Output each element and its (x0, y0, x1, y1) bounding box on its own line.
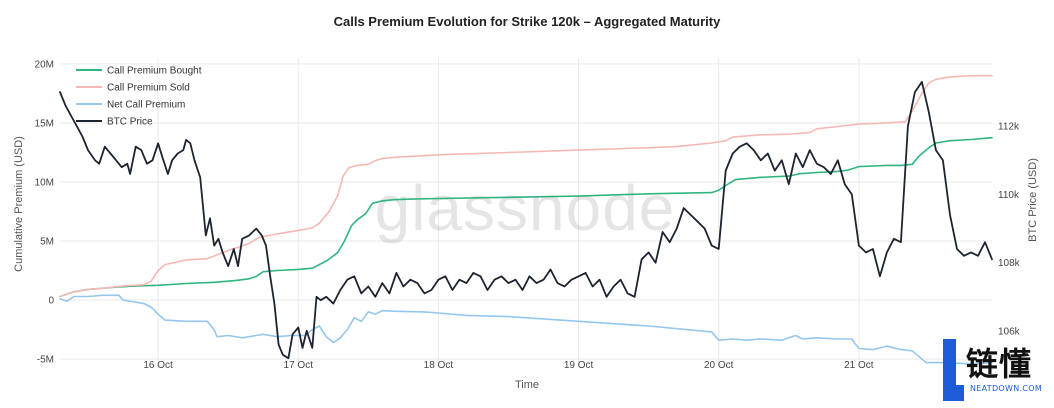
y-left-tick-label: 10M (35, 177, 54, 188)
y-right-tick-label: 112k (998, 122, 1020, 133)
axes: -5M 0 5M 10M 15M 20M 16 Oct 17 Oct 18 Oct 19 Oct 2… (35, 59, 1021, 371)
x-axis-title: Time (515, 379, 539, 391)
watermark: glassnode (375, 172, 676, 244)
y-right-tick-label: 110k (998, 190, 1020, 201)
y-left-tick-label: -5M (37, 355, 54, 366)
series-line-btc-price (59, 81, 993, 360)
logo-l-mark (943, 339, 964, 401)
logo-chinese-text: 链懂 (966, 345, 1033, 383)
logo-english-text: NEATDOWN.COM (970, 384, 1043, 393)
y-right-tick-label: 106k (998, 326, 1021, 337)
legend: Call Premium Bought Call Premium Sold Net … (76, 66, 202, 128)
series-line-call-premium-sold (59, 74, 993, 298)
series-layer (59, 74, 993, 365)
x-tick-label: 20 Oct (704, 360, 734, 371)
legend-entry-label: Net Call Premium (107, 100, 185, 111)
series-line-call-premium-bought (59, 136, 993, 298)
x-tick-label: 18 Oct (424, 360, 454, 371)
y-left-tick-label: 15M (35, 118, 54, 129)
chart-title: Calls Premium Evolution for Strike 120k … (334, 14, 722, 29)
legend-entry-label: Call Premium Sold (107, 83, 190, 94)
series-line-net-call-premium (59, 294, 993, 365)
x-tick-label: 16 Oct (143, 360, 173, 371)
y-axis-left-title: Cumulative Premium (USD) (13, 136, 25, 272)
legend-entry-label: Call Premium Bought (107, 66, 202, 77)
y-axis-right-title: BTC Price (USD) (1027, 158, 1039, 242)
y-left-tick-label: 5M (40, 237, 54, 248)
x-tick-label: 17 Oct (284, 360, 314, 371)
y-left-tick-label: 0 (48, 296, 54, 307)
y-right-tick-label: 108k (998, 258, 1021, 269)
x-tick-label: 19 Oct (564, 360, 594, 371)
legend-entry-label: BTC Price (107, 117, 153, 128)
x-tick-label: 21 Oct (844, 360, 874, 371)
grid (60, 58, 992, 365)
neatdown-logo: 链懂 NEATDOWN.COM (940, 337, 1052, 403)
y-left-tick-label: 20M (35, 59, 54, 70)
